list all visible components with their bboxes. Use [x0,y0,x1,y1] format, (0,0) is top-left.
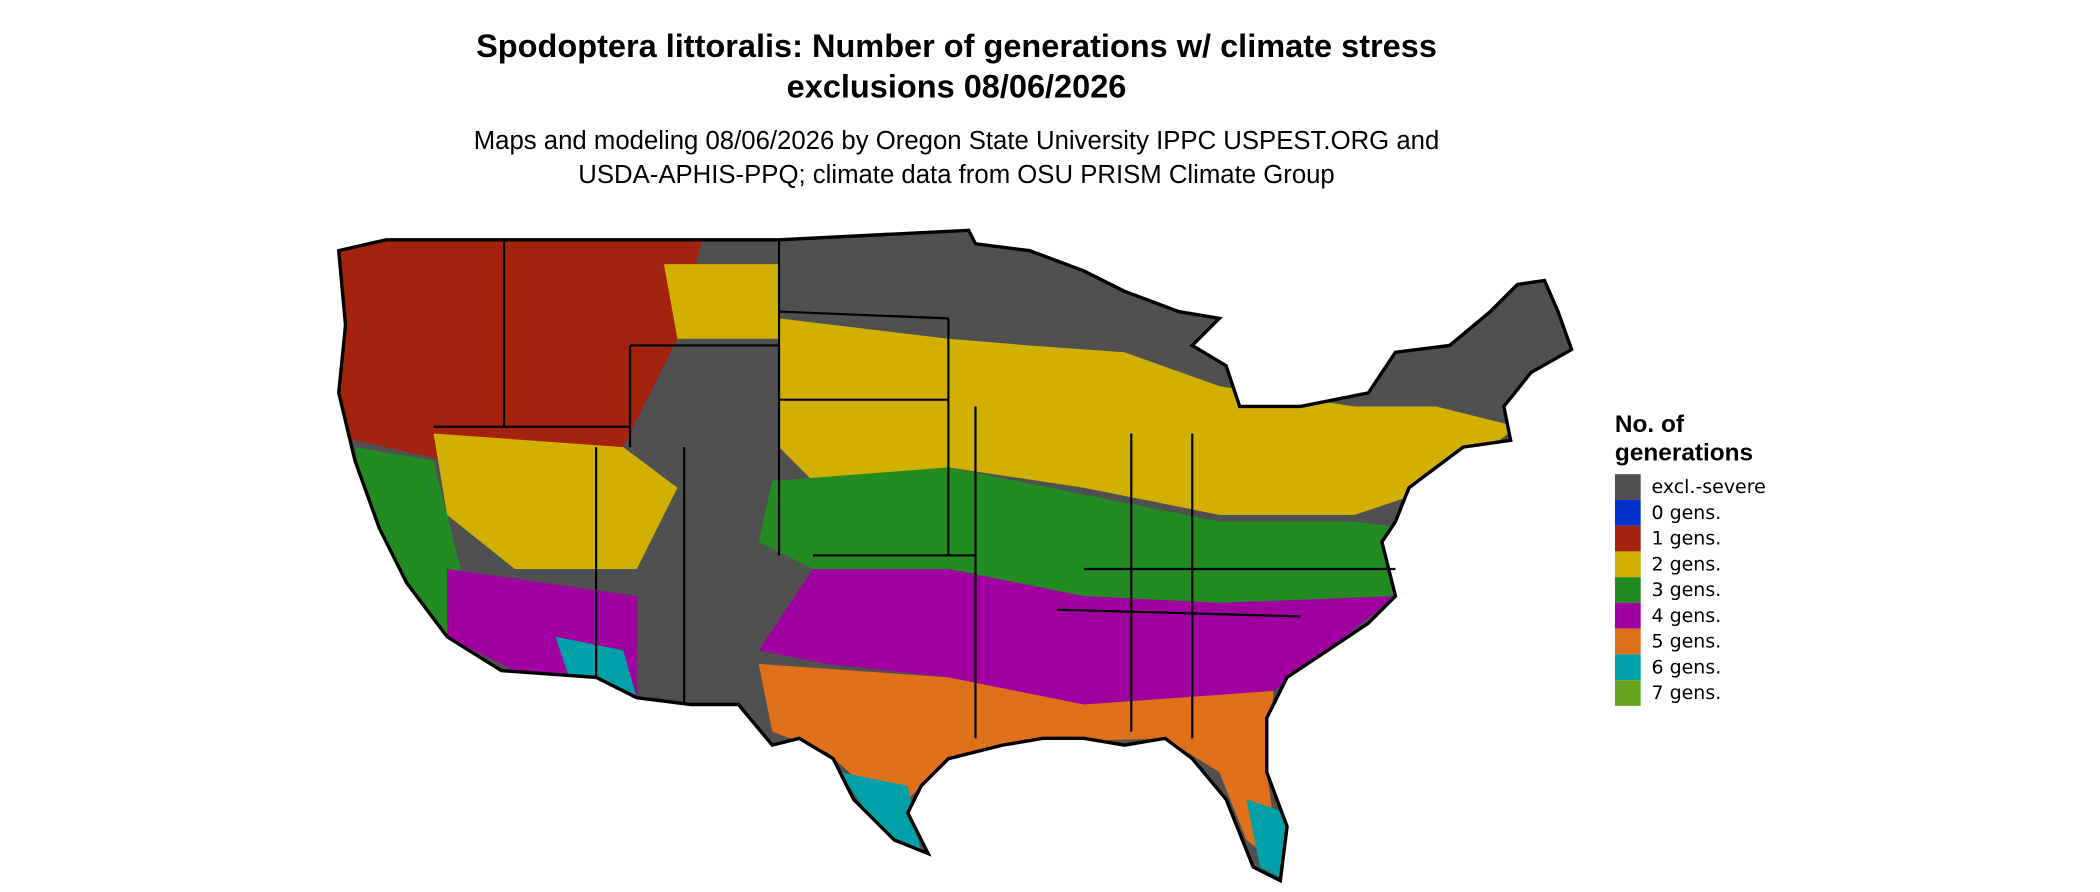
legend-swatch [1614,551,1641,578]
region-4-gen [758,569,1396,705]
legend-label: 5 gens. [1652,631,1722,653]
legend: excl.-severe 0 gens. 1 gens. 2 gens. 3 gens.… [1614,474,1766,706]
region-3-gen [354,447,461,637]
legend-swatch [1614,628,1641,655]
legend-label: 6 gens. [1652,656,1722,678]
subtitle: USDA-APHIS-PPQ; climate data from OSU PR… [578,161,1335,189]
region-1-gen [338,230,705,461]
region-2-gen [663,264,780,339]
subtitle: Maps and modeling 08/06/2026 by Oregon S… [474,127,1440,155]
region-5-gen [758,663,1281,868]
legend-swatch [1614,525,1641,552]
legend-label: excl.-severe [1652,476,1766,498]
title: exclusions 08/06/2026 [787,69,1127,105]
region-6-gen [1246,799,1288,881]
legend-swatch [1614,577,1641,603]
title: Spodoptera littoralis: Number of generat… [476,28,1437,64]
legend-label: 3 gens. [1652,579,1722,601]
legend-label: 4 gens. [1652,605,1722,627]
legend-swatch [1614,499,1641,526]
legend-title: generations [1615,440,1753,467]
region-2-gen [779,318,1518,515]
state-borders [433,239,1396,739]
legend-label: 2 gens. [1652,553,1722,575]
legend-title: No. of [1615,411,1685,438]
legend-label: 7 gens. [1652,682,1722,704]
legend-swatch [1614,654,1641,681]
legend-label: 1 gens. [1652,528,1722,550]
legend-label: 0 gens. [1652,502,1722,524]
region-2-gen [433,433,678,570]
region-6-gen [840,772,922,854]
legend-swatch [1614,602,1641,629]
legend-swatch [1614,474,1641,500]
legend-swatch [1614,680,1641,706]
